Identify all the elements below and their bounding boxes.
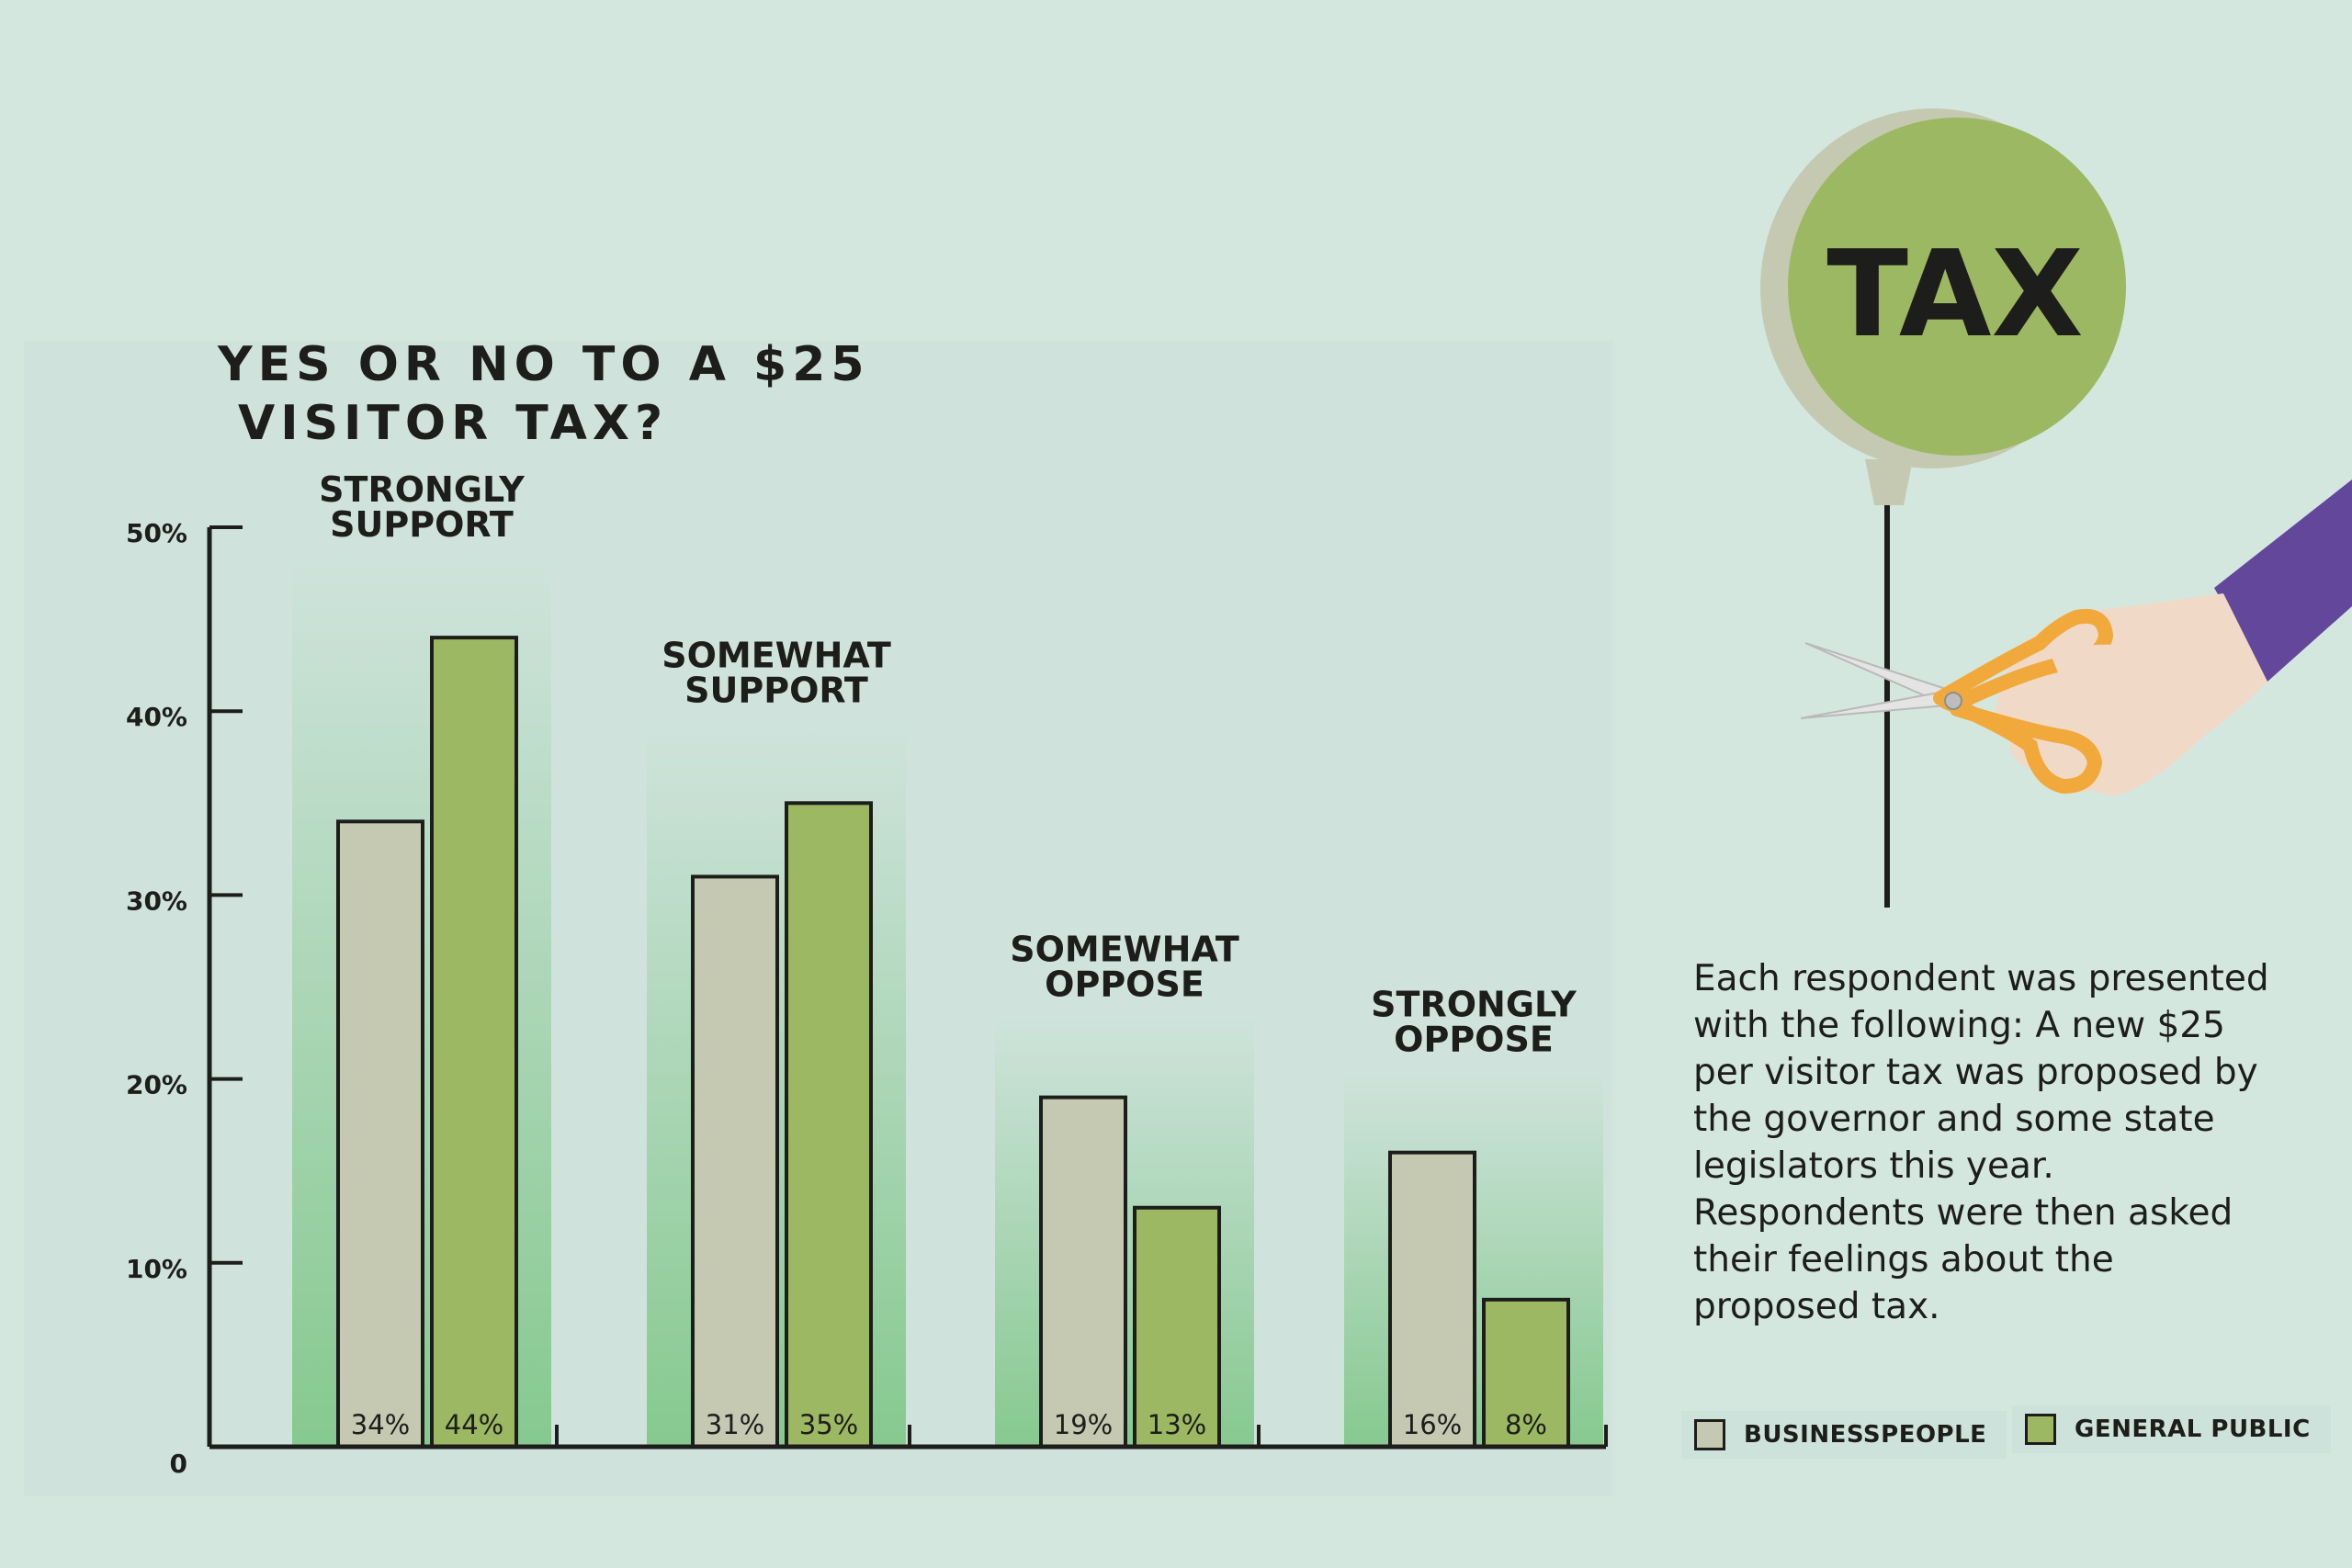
- data-label: 8%: [1505, 1409, 1547, 1440]
- chart-title-line-2: VISITOR TAX?: [238, 396, 669, 451]
- data-label: 44%: [445, 1409, 503, 1440]
- data-label: 13%: [1148, 1409, 1206, 1440]
- category-label: SUPPORT: [330, 504, 514, 545]
- bar-general-public: [785, 801, 873, 1449]
- survey-note: Each respondent was presented with the f…: [1693, 958, 2269, 1327]
- data-label: 35%: [799, 1409, 858, 1440]
- hand: [1996, 593, 2267, 795]
- y-tick-label: 0: [170, 1449, 187, 1479]
- data-label: 19%: [1054, 1409, 1113, 1440]
- tax-balloon-icon: [1788, 118, 2126, 456]
- tax-balloon-illustration: TAX: [1760, 108, 2352, 908]
- legend-item-businesspeople: BUSINESSPEOPLE: [1681, 1411, 2007, 1459]
- category-label: STRONGLY: [319, 469, 525, 510]
- category-label: STRONGLY: [1371, 985, 1577, 1025]
- scissors-pivot: [1944, 692, 1962, 710]
- bar-general-public: [430, 636, 518, 1449]
- scissor-blade-bottom: [1800, 691, 1948, 719]
- scissor-blade-top: [1804, 642, 1948, 704]
- legend-label-general-public: GENERAL PUBLIC: [2075, 1416, 2311, 1443]
- y-tick-label: 20%: [126, 1070, 187, 1100]
- category-label: OPPOSE: [1394, 1020, 1554, 1060]
- balloon-text: TAX: [1826, 224, 2083, 364]
- bar-general-public: [1133, 1205, 1221, 1449]
- bar-businesspeople: [1039, 1095, 1127, 1449]
- data-label: 31%: [706, 1409, 764, 1440]
- category-label: OPPOSE: [1045, 964, 1204, 1005]
- legend-label-businesspeople: BUSINESSPEOPLE: [1744, 1421, 1987, 1449]
- legend-swatch-businesspeople: [1694, 1419, 1725, 1450]
- bar-businesspeople: [336, 819, 424, 1449]
- scissors-handle-top: [1933, 609, 2114, 711]
- data-label: 34%: [351, 1409, 410, 1440]
- chart-title: YES OR NO TO A $25 VISITOR TAX?: [218, 335, 953, 453]
- y-tick-label: 10%: [126, 1254, 187, 1284]
- y-tick-label: 40%: [126, 702, 187, 732]
- scissors-handle-bottom: [1939, 694, 2103, 795]
- legend-item-general-public: GENERAL PUBLIC: [2012, 1405, 2331, 1453]
- y-tick-label: 30%: [126, 886, 187, 916]
- chart-title-line-1: YES OR NO TO A $25: [218, 337, 870, 392]
- category-label: SOMEWHAT: [1010, 930, 1239, 970]
- category-label: SUPPORT: [684, 670, 868, 710]
- thumb: [2049, 644, 2141, 674]
- data-label: 16%: [1403, 1409, 1462, 1440]
- legend-swatch-general-public: [2025, 1414, 2056, 1445]
- bar-businesspeople: [691, 874, 779, 1449]
- balloon-knot: [1865, 459, 1913, 505]
- y-tick-label: 50%: [126, 518, 187, 548]
- category-label: SOMEWHAT: [662, 635, 891, 675]
- bar-businesspeople: [1388, 1150, 1476, 1450]
- purple-sleeve: [2214, 479, 2352, 682]
